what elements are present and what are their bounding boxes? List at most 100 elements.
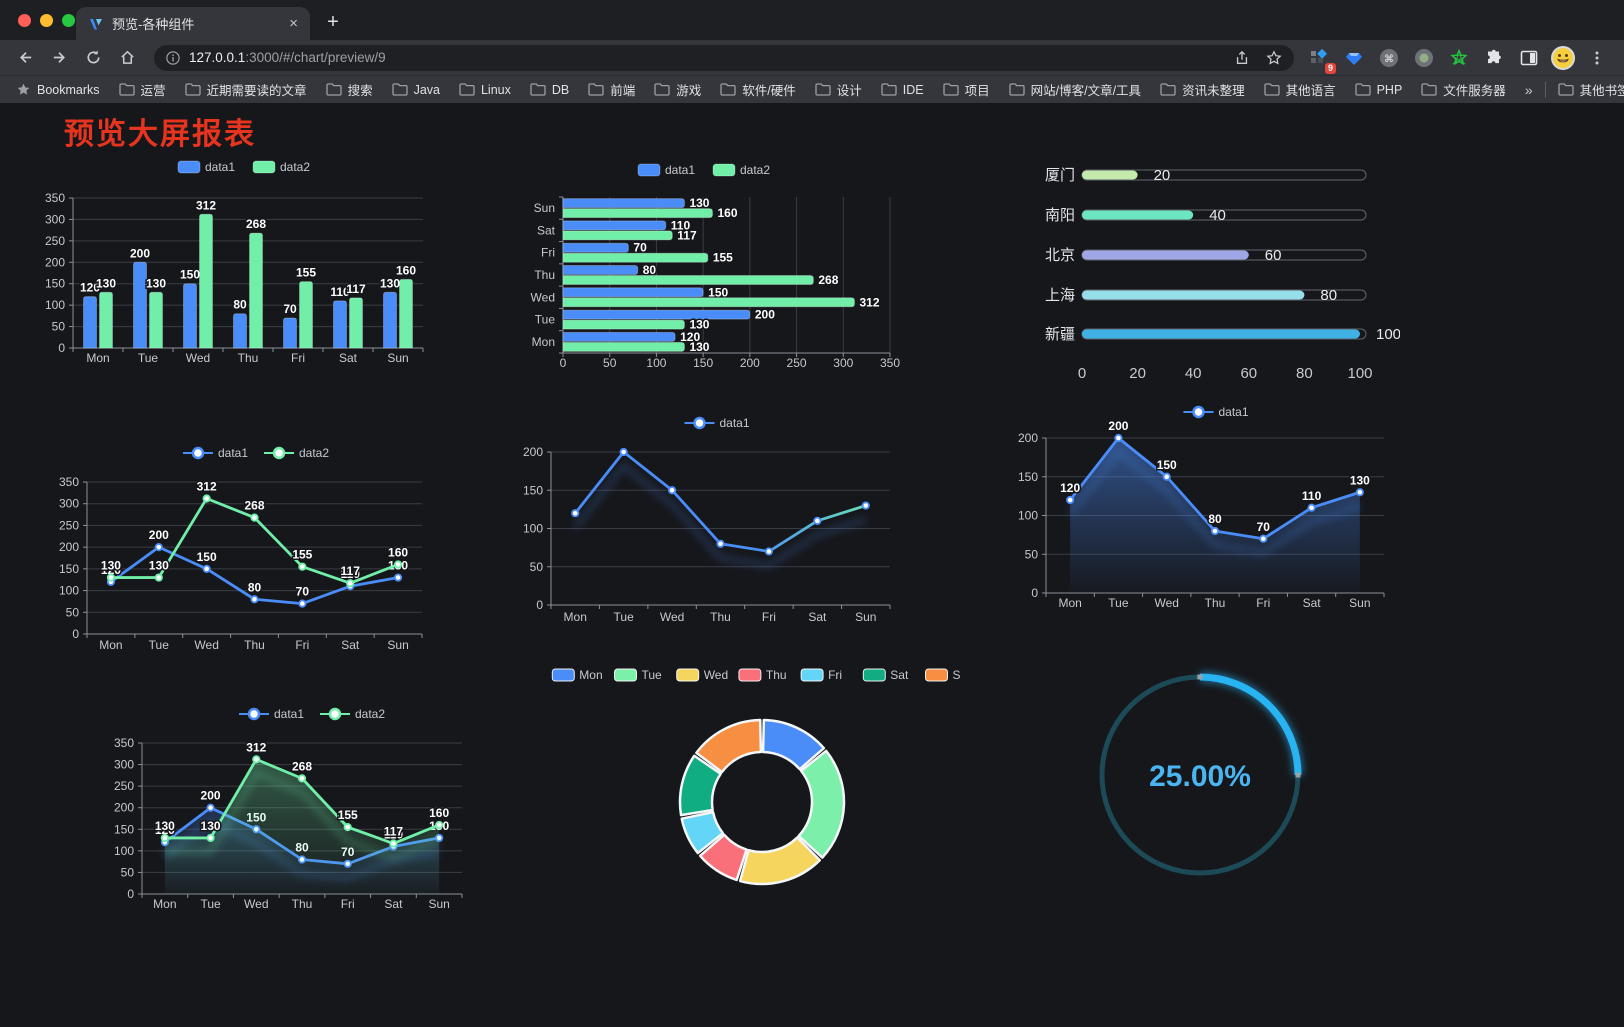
svg-text:Thu: Thu [244, 638, 265, 652]
maximize-window-button[interactable] [62, 14, 75, 27]
forward-button[interactable] [44, 44, 74, 72]
legend-item-data2[interactable]: data2 [320, 707, 385, 721]
progress-bar-chart[interactable]: 厦门 20 南阳 40 北京 60 上海 80 新疆 100 0 20 40 60 80 100 [990, 150, 1400, 395]
gauge-chart[interactable]: 25.00% [1090, 665, 1310, 885]
doughnut-slice-Mon[interactable] [761, 718, 826, 771]
area-chart-two-series[interactable]: data1 data2 0 50 100 150 200 250 300 350 Mon Tue Wed… [95, 675, 495, 923]
bookmark-folder-item[interactable]: 前端 [588, 80, 635, 99]
green-star-extension-icon[interactable] [1446, 45, 1472, 71]
new-tab-button[interactable]: + [327, 10, 339, 33]
extensions-puzzle-icon[interactable] [1481, 45, 1507, 71]
legend-item-data2[interactable]: data2 [264, 446, 329, 460]
svg-text:Sun: Sun [534, 201, 555, 215]
svg-text:155: 155 [292, 548, 312, 562]
svg-text:Sat: Sat [339, 351, 358, 365]
legend-item-data2[interactable]: data2 [252, 160, 310, 174]
back-button[interactable] [10, 44, 40, 72]
bookmark-folder-item[interactable]: 近期需要读的文章 [184, 80, 307, 99]
gradient-line-chart[interactable]: data1 0 50 100 150 200 Mon Tue Wed Thu Fri Sat Sun [495, 400, 895, 635]
bookmarks-separator [1544, 81, 1546, 98]
bookmark-folder-item[interactable]: 资讯未整理 [1160, 80, 1245, 99]
svg-text:40: 40 [1209, 207, 1226, 224]
legend-item-data1[interactable]: data1 [684, 416, 750, 430]
bookmark-folder-item[interactable]: 软件/硬件 [720, 80, 796, 99]
doughnut-slice-Thu[interactable] [698, 833, 748, 882]
doughnut-slice-Sat[interactable] [678, 754, 722, 817]
doughnut-chart[interactable]: Mon Tue Wed Thu Fri Sat Sun [540, 630, 960, 915]
reload-button[interactable] [78, 44, 108, 72]
svg-text:150: 150 [708, 285, 728, 299]
bookmark-folder-item[interactable]: 设计 [815, 80, 862, 99]
url-path: :3000/#/chart/preview/9 [245, 50, 386, 65]
bookmark-folder-item[interactable]: Linux [459, 80, 511, 99]
url-host: 127.0.0.1 [189, 50, 246, 65]
tab-manager-extension-icon[interactable]: 9 [1306, 45, 1336, 74]
site-info-icon[interactable] [166, 50, 180, 65]
line-chart-two-series[interactable]: data1 data2 0 50 100 150 200 250 300 350 Mon Tue Wed… [40, 425, 440, 665]
bookmark-folder-item[interactable]: 项目 [942, 80, 990, 99]
area-line-chart[interactable]: data1 0 50 100 150 200 Mon Tue Wed Thu Fri Sat Sun 12… [985, 385, 1390, 613]
legend-item-Fri[interactable]: Fri [800, 668, 842, 682]
address-bar[interactable]: 127.0.0.1:3000/#/chart/preview/9 [154, 44, 1294, 71]
legend-item-data2[interactable]: data2 [712, 163, 770, 177]
grouped-bar-chart[interactable]: data1 data2 0 50 100 150 200 250 300 350 Mon Tue Wed… [30, 150, 430, 380]
legend-item-data1[interactable]: data1 [183, 446, 248, 460]
bookmark-folder-item[interactable]: 搜索 [325, 80, 373, 99]
tab-close-icon[interactable]: × [289, 15, 298, 32]
bookmark-folder-item[interactable]: 其他语言 [1263, 80, 1336, 99]
legend-item-Wed[interactable]: Wed [676, 668, 728, 682]
svg-text:117: 117 [384, 825, 404, 839]
svg-text:155: 155 [713, 251, 733, 265]
minimize-window-button[interactable] [40, 14, 53, 27]
legend-item-data1[interactable]: data1 [637, 163, 695, 177]
doughnut-slice-Wed[interactable] [738, 836, 822, 886]
svg-text:Wed: Wed [1154, 596, 1178, 610]
bookmark-folder-item[interactable]: Java [391, 80, 440, 99]
doughnut-slice-Tue[interactable] [797, 749, 846, 859]
profile-avatar[interactable] [1551, 45, 1575, 70]
browser-tab[interactable]: 预览-各种组件 × [76, 7, 310, 40]
svg-text:Wed: Wed [704, 668, 728, 682]
svg-text:data1: data1 [218, 446, 248, 460]
home-button[interactable] [112, 44, 142, 72]
svg-text:312: 312 [246, 740, 266, 754]
browser-menu-icon[interactable] [1584, 45, 1610, 71]
legend-item-data1[interactable]: data1 [177, 160, 235, 174]
bookmark-folder-item[interactable]: IDE [881, 80, 924, 99]
legend-item-Thu[interactable]: Thu [738, 668, 787, 682]
doughnut-slice-Fri[interactable] [680, 810, 725, 855]
gem-extension-icon[interactable] [1341, 45, 1367, 71]
svg-text:0: 0 [1078, 365, 1086, 382]
tab-title: 预览-各种组件 [112, 17, 195, 32]
svg-text:160: 160 [388, 546, 408, 560]
bookmark-folder-item[interactable]: 运营 [118, 80, 166, 99]
svg-text:50: 50 [603, 356, 617, 370]
doughnut-slice-Sun[interactable] [695, 718, 763, 774]
command-extension-icon[interactable]: ⌘ [1376, 45, 1402, 71]
side-panel-icon[interactable] [1516, 45, 1542, 71]
horizontal-bar-chart[interactable]: data1 data2 0 50 100 150 200 250 300 350 Sun 130 160… [500, 150, 900, 380]
legend-item-Sat[interactable]: Sat [862, 668, 909, 682]
bookmark-folder-item[interactable]: DB [530, 80, 569, 99]
legend-item-Tue[interactable]: Tue [614, 668, 663, 682]
bookmark-star-icon[interactable] [1266, 49, 1282, 66]
svg-text:300: 300 [833, 356, 853, 370]
close-window-button[interactable] [18, 14, 31, 27]
other-bookmarks-item[interactable]: 其他书签 [1557, 80, 1624, 99]
bookmarks-manager-item[interactable]: Bookmarks [16, 82, 100, 97]
bookmark-folder-item[interactable]: PHP [1354, 80, 1402, 99]
share-icon[interactable] [1234, 50, 1250, 66]
legend-item-data1[interactable]: data1 [1183, 405, 1249, 419]
bookmarks-overflow-chevron[interactable]: » [1524, 81, 1533, 98]
bookmark-folder-item[interactable]: 网站/博客/文章/工具 [1008, 80, 1141, 99]
svg-text:150: 150 [180, 268, 200, 282]
legend-item-Mon[interactable]: Mon [551, 668, 603, 682]
svg-text:Mon: Mon [532, 335, 555, 349]
legend-item-data1[interactable]: data1 [239, 707, 304, 721]
recorder-extension-icon[interactable] [1411, 45, 1437, 71]
legend-item-Sun[interactable]: Sun [925, 668, 961, 682]
bookmark-folder-item[interactable]: 文件服务器 [1421, 80, 1506, 99]
svg-text:130: 130 [155, 819, 175, 833]
svg-text:Tue: Tue [138, 351, 159, 365]
bookmark-folder-item[interactable]: 游戏 [654, 80, 701, 99]
